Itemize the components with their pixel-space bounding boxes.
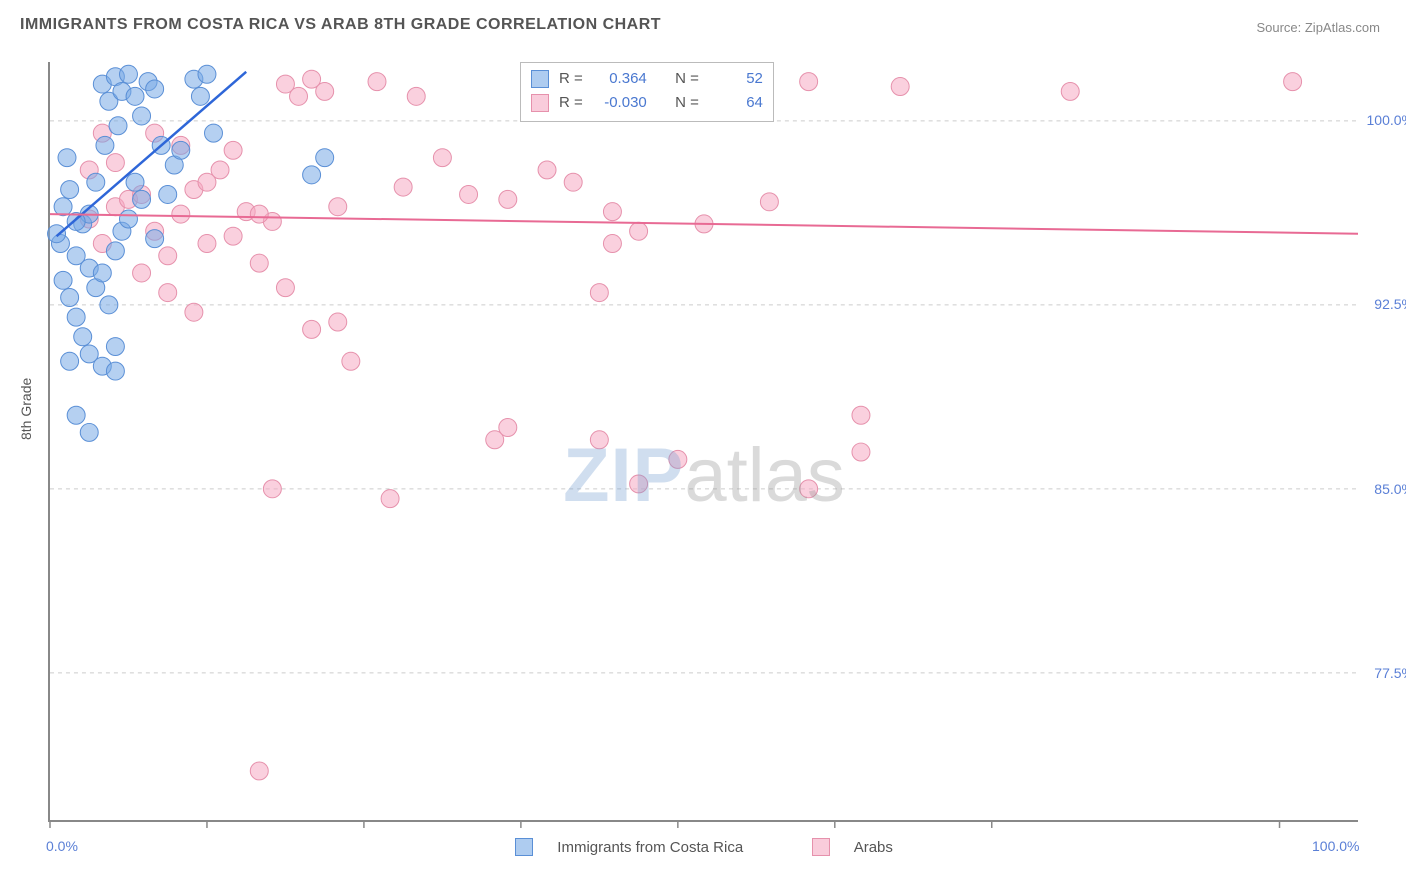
chart-title: IMMIGRANTS FROM COSTA RICA VS ARAB 8TH G… [20, 16, 661, 34]
correlation-stats-box: R = 0.364 N = 52 R = -0.030 N = 64 [520, 62, 774, 122]
r-value-arabs: -0.030 [593, 91, 647, 115]
legend-swatch-arabs-icon [812, 838, 830, 856]
y-axis-title: 8th Grade [18, 378, 34, 440]
legend-swatch-costa-rica-icon [515, 838, 533, 856]
legend-label-arabs: Arabs [854, 839, 893, 856]
source-link[interactable]: ZipAtlas.com [1305, 20, 1380, 35]
y-tick-label: 77.5% [1374, 665, 1406, 681]
n-label: N = [675, 67, 699, 91]
source-label: Source: [1256, 20, 1304, 35]
x-tick-label-max: 100.0% [1312, 838, 1359, 854]
stats-row-arabs: R = -0.030 N = 64 [531, 91, 763, 115]
chart-svg [50, 62, 1358, 820]
legend: Immigrants from Costa Rica Arabs [50, 838, 1358, 856]
r-label: R = [559, 91, 583, 115]
swatch-arabs-icon [531, 94, 549, 112]
swatch-costa-rica-icon [531, 70, 549, 88]
source-attribution: Source: ZipAtlas.com [1256, 20, 1380, 35]
legend-label-costa-rica: Immigrants from Costa Rica [557, 839, 743, 856]
n-value-arabs: 64 [709, 91, 763, 115]
n-label: N = [675, 91, 699, 115]
x-tick-label-min: 0.0% [46, 838, 78, 854]
y-tick-label: 92.5% [1374, 296, 1406, 312]
n-value-costa-rica: 52 [709, 67, 763, 91]
r-label: R = [559, 67, 583, 91]
r-value-costa-rica: 0.364 [593, 67, 647, 91]
stats-row-costa-rica: R = 0.364 N = 52 [531, 67, 763, 91]
chart-plot-area: ZIPatlas R = 0.364 N = 52 R = -0.030 N =… [48, 62, 1358, 822]
y-tick-label: 100.0% [1367, 112, 1406, 128]
y-tick-label: 85.0% [1374, 481, 1406, 497]
